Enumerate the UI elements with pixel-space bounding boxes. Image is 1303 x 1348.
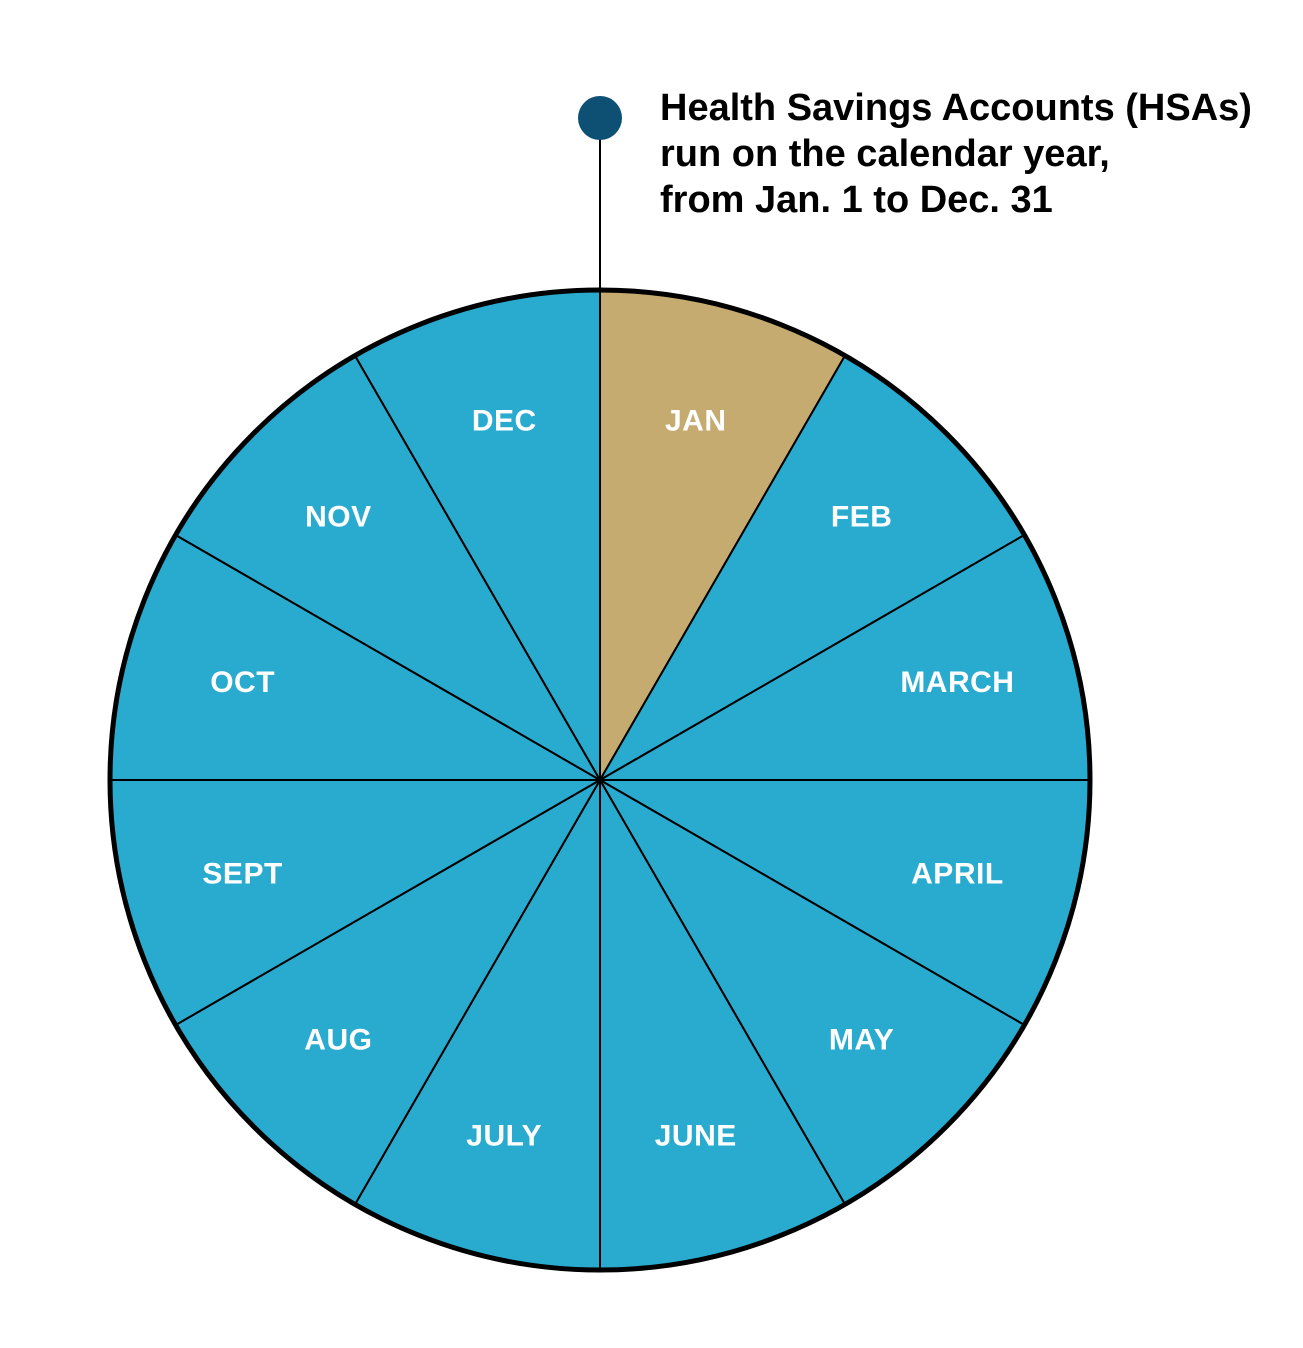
slice-label: JULY (466, 1119, 542, 1152)
slice-label: AUG (304, 1024, 372, 1057)
slice-label: FEB (831, 500, 893, 533)
slice-label: NOV (305, 500, 372, 533)
indicator-dot-icon (578, 96, 622, 140)
slice-label: DEC (472, 405, 537, 438)
caption-line: run on the calendar year, (660, 133, 1110, 175)
slice-label: OCT (210, 666, 275, 699)
chart-caption: Health Savings Accounts (HSAs)run on the… (660, 87, 1252, 221)
slice-label: JUNE (655, 1119, 737, 1152)
pie-slices (110, 290, 1090, 1270)
slice-label: JAN (665, 405, 727, 438)
caption-line: from Jan. 1 to Dec. 31 (660, 179, 1053, 221)
slice-label: MAY (829, 1024, 894, 1057)
slice-label: SEPT (202, 858, 282, 891)
slice-label: MARCH (900, 666, 1014, 699)
slice-label: APRIL (911, 858, 1004, 891)
caption-line: Health Savings Accounts (HSAs) (660, 87, 1252, 129)
calendar-pie-chart: JAN FEB MARCH APRIL MAY JUNE JULY AUG SEPT OCT NOV… (0, 0, 1303, 1348)
